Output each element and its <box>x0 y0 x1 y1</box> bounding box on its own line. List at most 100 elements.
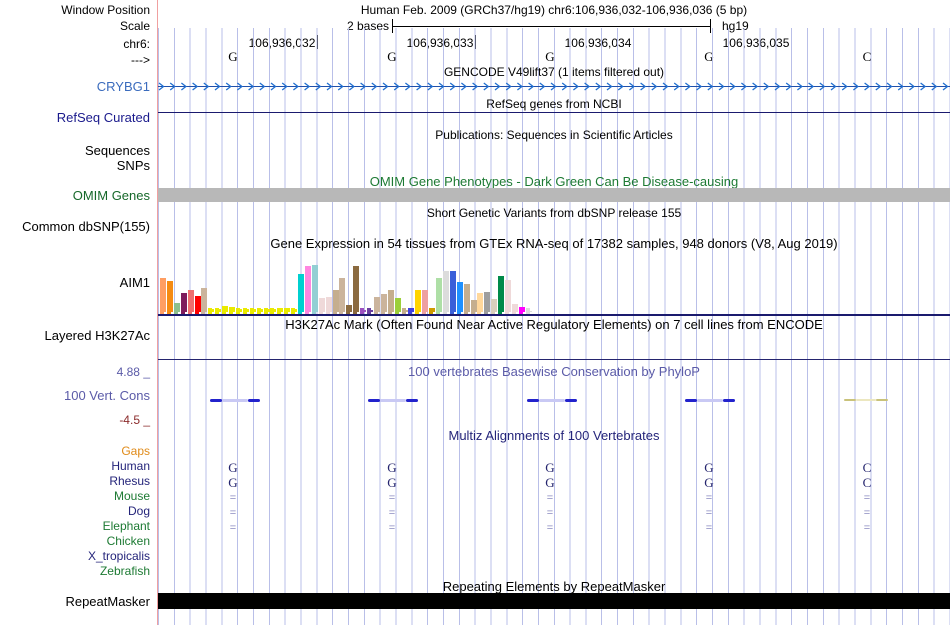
refseq-feature-line[interactable] <box>158 112 950 113</box>
alignment-base: G <box>387 475 397 490</box>
label-repeatmasker[interactable]: RepeatMasker <box>65 594 150 609</box>
alignment-base-cell: = <box>542 505 558 521</box>
alignment-base: = <box>388 492 396 504</box>
alignment-base-cell: = <box>384 505 400 521</box>
alignment-base-cell: = <box>859 490 875 506</box>
track-title-phylop: 100 vertebrates Basewise Conservation by… <box>408 364 700 379</box>
label-refseq-curated[interactable]: RefSeq Curated <box>56 110 150 125</box>
label-common-dbsnp[interactable]: Common dbSNP(155) <box>22 219 150 234</box>
scale-bar-cap-right <box>710 19 711 33</box>
h3k27ac-cell-line-tick <box>415 308 420 314</box>
h3k27ac-baseline <box>158 359 950 360</box>
gtex-bars <box>158 262 950 314</box>
gtex-bar <box>339 278 346 312</box>
gtex-bar <box>442 271 449 312</box>
ruler-base-letter: C <box>862 49 872 64</box>
species-label-elephant[interactable]: Elephant <box>102 519 150 533</box>
conservation-feature[interactable] <box>844 397 888 404</box>
alignment-base: = <box>863 492 871 504</box>
label-100-vert-cons[interactable]: 100 Vert. Cons <box>64 388 150 403</box>
label-omim-genes[interactable]: OMIM Genes <box>72 188 150 203</box>
gtex-bar <box>491 299 498 312</box>
h3k27ac-cell-line-tick <box>380 308 385 314</box>
alignment-base-cell: = <box>701 520 717 536</box>
alignment-base-cell: = <box>384 490 400 506</box>
multiz-alignment-grid[interactable]: G G G G C G G G G C = = = = = = = = = = = = = = = <box>0 458 950 578</box>
label-window-position: Window Position <box>61 3 150 17</box>
alignment-base-cell: G <box>384 460 400 476</box>
species-label-chicken[interactable]: Chicken <box>106 534 150 548</box>
alignment-base: G <box>704 475 714 490</box>
repeatmasker-band[interactable] <box>158 593 950 609</box>
label-snps[interactable]: SNPs <box>116 158 150 173</box>
gtex-bar <box>463 284 470 312</box>
gtex-bar <box>298 274 304 312</box>
h3k27ac-cell-line-tick <box>339 308 344 314</box>
alignment-base-cell: C <box>859 460 875 476</box>
conservation-feature[interactable] <box>210 397 260 404</box>
ruler-coordinate-label: 106,936,033 <box>406 36 474 50</box>
h3k27ac-cell-line-tick <box>166 308 171 314</box>
conservation-features[interactable] <box>0 397 950 407</box>
h3k27ac-cell-line-tick <box>470 308 475 314</box>
gtex-bar <box>415 290 422 312</box>
ruler-tick <box>475 35 476 49</box>
alignment-base: = <box>388 522 396 534</box>
h3k27ac-cell-line-tick <box>360 308 365 314</box>
h3k27ac-cell-line-tick <box>346 308 351 314</box>
alignment-base: = <box>546 507 554 519</box>
track-title-repeatmasker: Repeating Elements by RepeatMasker <box>442 579 666 594</box>
h3k27ac-cell-line-tick <box>408 308 413 314</box>
alignment-base: = <box>229 507 237 519</box>
omim-gene-band[interactable] <box>158 188 950 202</box>
h3k27ac-cell-line-tick <box>208 308 213 314</box>
alignment-base-cell: = <box>859 505 875 521</box>
h3k27ac-cell-line-tick <box>353 308 358 314</box>
alignment-base: G <box>228 475 238 490</box>
h3k27ac-cell-line-tick <box>235 308 240 314</box>
h3k27ac-cell-line-tick <box>456 308 461 314</box>
h3k27ac-cell-line-tick <box>373 308 378 314</box>
conservation-feature[interactable] <box>368 397 418 404</box>
h3k27ac-cell-line-tick <box>201 308 206 314</box>
label-sequences[interactable]: Sequences <box>84 143 150 158</box>
alignment-base-cell: = <box>701 490 717 506</box>
ruler-tick <box>633 35 634 49</box>
h3k27ac-cell-line-tick <box>442 308 447 314</box>
conservation-feature[interactable] <box>527 397 577 404</box>
species-label-rhesus[interactable]: Rhesus <box>109 474 150 488</box>
conservation-feature[interactable] <box>685 397 735 404</box>
alignment-base-cell: = <box>384 520 400 536</box>
gtex-bar <box>456 282 463 312</box>
species-label-dog[interactable]: Dog <box>127 504 150 518</box>
species-label-x-tropicalis[interactable]: X_tropicalis <box>87 549 150 563</box>
track-title-h3k27ac: H3K27Ac Mark (Often Found Near Active Re… <box>285 317 823 332</box>
alignment-base: = <box>705 492 713 504</box>
h3k27ac-cell-line-tick <box>256 308 261 314</box>
label-aim1[interactable]: AIM1 <box>119 275 150 290</box>
scale-bar-cap-left <box>392 19 393 33</box>
gtex-bar <box>187 290 194 312</box>
gtex-bar <box>449 271 456 312</box>
alignment-base-cell: G <box>701 460 717 476</box>
gtex-bar <box>470 300 477 312</box>
ruler-base-letter: G <box>545 49 555 64</box>
alignment-base-cell: G <box>542 460 558 476</box>
species-label-mouse[interactable]: Mouse <box>113 489 150 503</box>
species-label-zebrafish[interactable]: Zebrafish <box>99 564 150 578</box>
h3k27ac-cell-line-tick <box>463 308 468 314</box>
label-crybg1[interactable]: CRYBG1 <box>96 79 150 94</box>
h3k27ac-cell-line-tick <box>367 308 371 314</box>
label-layered-h3k27ac[interactable]: Layered H3K27Ac <box>44 328 150 343</box>
gtex-baseline <box>158 314 950 316</box>
species-label-human[interactable]: Human <box>111 459 150 473</box>
gtex-bar <box>194 296 201 312</box>
alignment-base: = <box>229 522 237 534</box>
alignment-base: G <box>228 460 238 475</box>
track-title-gencode: GENCODE V49lift37 (1 items filtered out) <box>443 65 665 79</box>
label-gaps[interactable]: Gaps <box>121 444 150 458</box>
crybg1-gene-arrows[interactable] <box>158 80 950 93</box>
ruler-base-letter: G <box>387 49 397 64</box>
h3k27ac-cell-line-tick <box>449 308 454 314</box>
alignment-base: G <box>387 460 397 475</box>
